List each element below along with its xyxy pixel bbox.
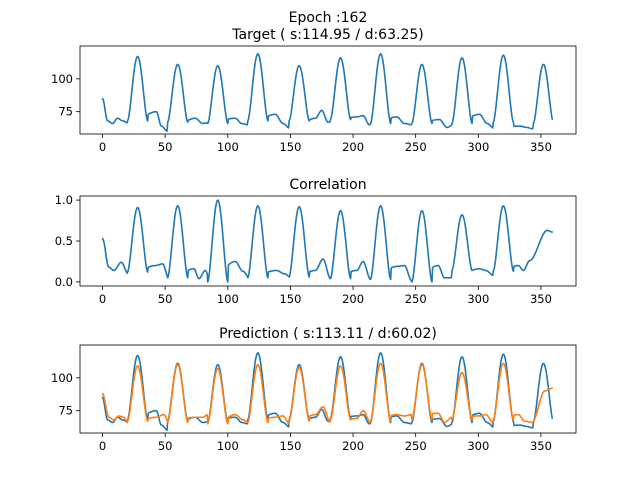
prediction-x-tick-label: 350 — [530, 439, 552, 453]
correlation-y-tick-label: 1.0 — [55, 193, 73, 207]
target-title-line-0: Epoch :162 — [289, 10, 368, 26]
prediction-y-tick-label: 100 — [51, 371, 73, 385]
prediction-y-tick-label: 75 — [58, 404, 73, 418]
prediction-x-tick-label: 250 — [405, 439, 427, 453]
correlation-x-tick-label: 100 — [217, 292, 239, 306]
prediction-title-line-0: Prediction ( s:113.11 / d:60.02) — [219, 326, 437, 342]
correlation-x-tick-label: 250 — [405, 292, 427, 306]
prediction-x-tick-label: 150 — [279, 439, 301, 453]
correlation-title-line-0: Correlation — [289, 177, 366, 193]
target-series-line-0 — [101, 53, 553, 133]
correlation-x-tick-label: 0 — [99, 292, 106, 306]
correlation-series-group — [101, 199, 553, 283]
target-title-line-1: Target ( s:114.95 / d:63.25) — [231, 27, 423, 43]
prediction-x-tick-label: 100 — [217, 439, 239, 453]
prediction-x-tick-label: 0 — [99, 439, 106, 453]
correlation-x-tick-label: 350 — [530, 292, 552, 306]
target-x-tick-label: 350 — [530, 140, 552, 154]
correlation-x-tick-label: 300 — [467, 292, 489, 306]
prediction-x-tick-label: 300 — [467, 439, 489, 453]
target-x-tick-label: 0 — [99, 140, 106, 154]
target-x-tick-label: 300 — [467, 140, 489, 154]
prediction-axes-frame — [79, 344, 577, 434]
correlation-x-tick-label: 150 — [279, 292, 301, 306]
prediction-series-line-0 — [101, 352, 553, 432]
target-series-group — [101, 53, 553, 133]
correlation-y-tick-label: 0.0 — [55, 275, 73, 289]
subplot-correlation: Correlation 0 50 100 150 200 250 300 350 0.0 0.5 1.… — [55, 177, 577, 306]
prediction-series-group — [101, 352, 553, 432]
correlation-series-line-0 — [101, 199, 553, 283]
correlation-x-tick-label: 200 — [342, 292, 364, 306]
subplot-prediction: Prediction ( s:113.11 / d:60.02) 0 50 100 15… — [51, 326, 577, 453]
target-x-tick-label: 100 — [217, 140, 239, 154]
prediction-x-tick-label: 50 — [158, 439, 173, 453]
target-y-tick-label: 75 — [58, 105, 73, 119]
target-y-tick-label: 100 — [51, 72, 73, 86]
target-x-tick-label: 250 — [405, 140, 427, 154]
target-x-tick-label: 200 — [342, 140, 364, 154]
prediction-series-line-1 — [101, 362, 553, 425]
target-x-tick-label: 150 — [279, 140, 301, 154]
target-x-tick-label: 50 — [158, 140, 173, 154]
correlation-x-tick-label: 50 — [158, 292, 173, 306]
prediction-x-tick-label: 200 — [342, 439, 364, 453]
target-axes-frame — [79, 45, 577, 135]
correlation-y-tick-label: 0.5 — [55, 234, 73, 248]
